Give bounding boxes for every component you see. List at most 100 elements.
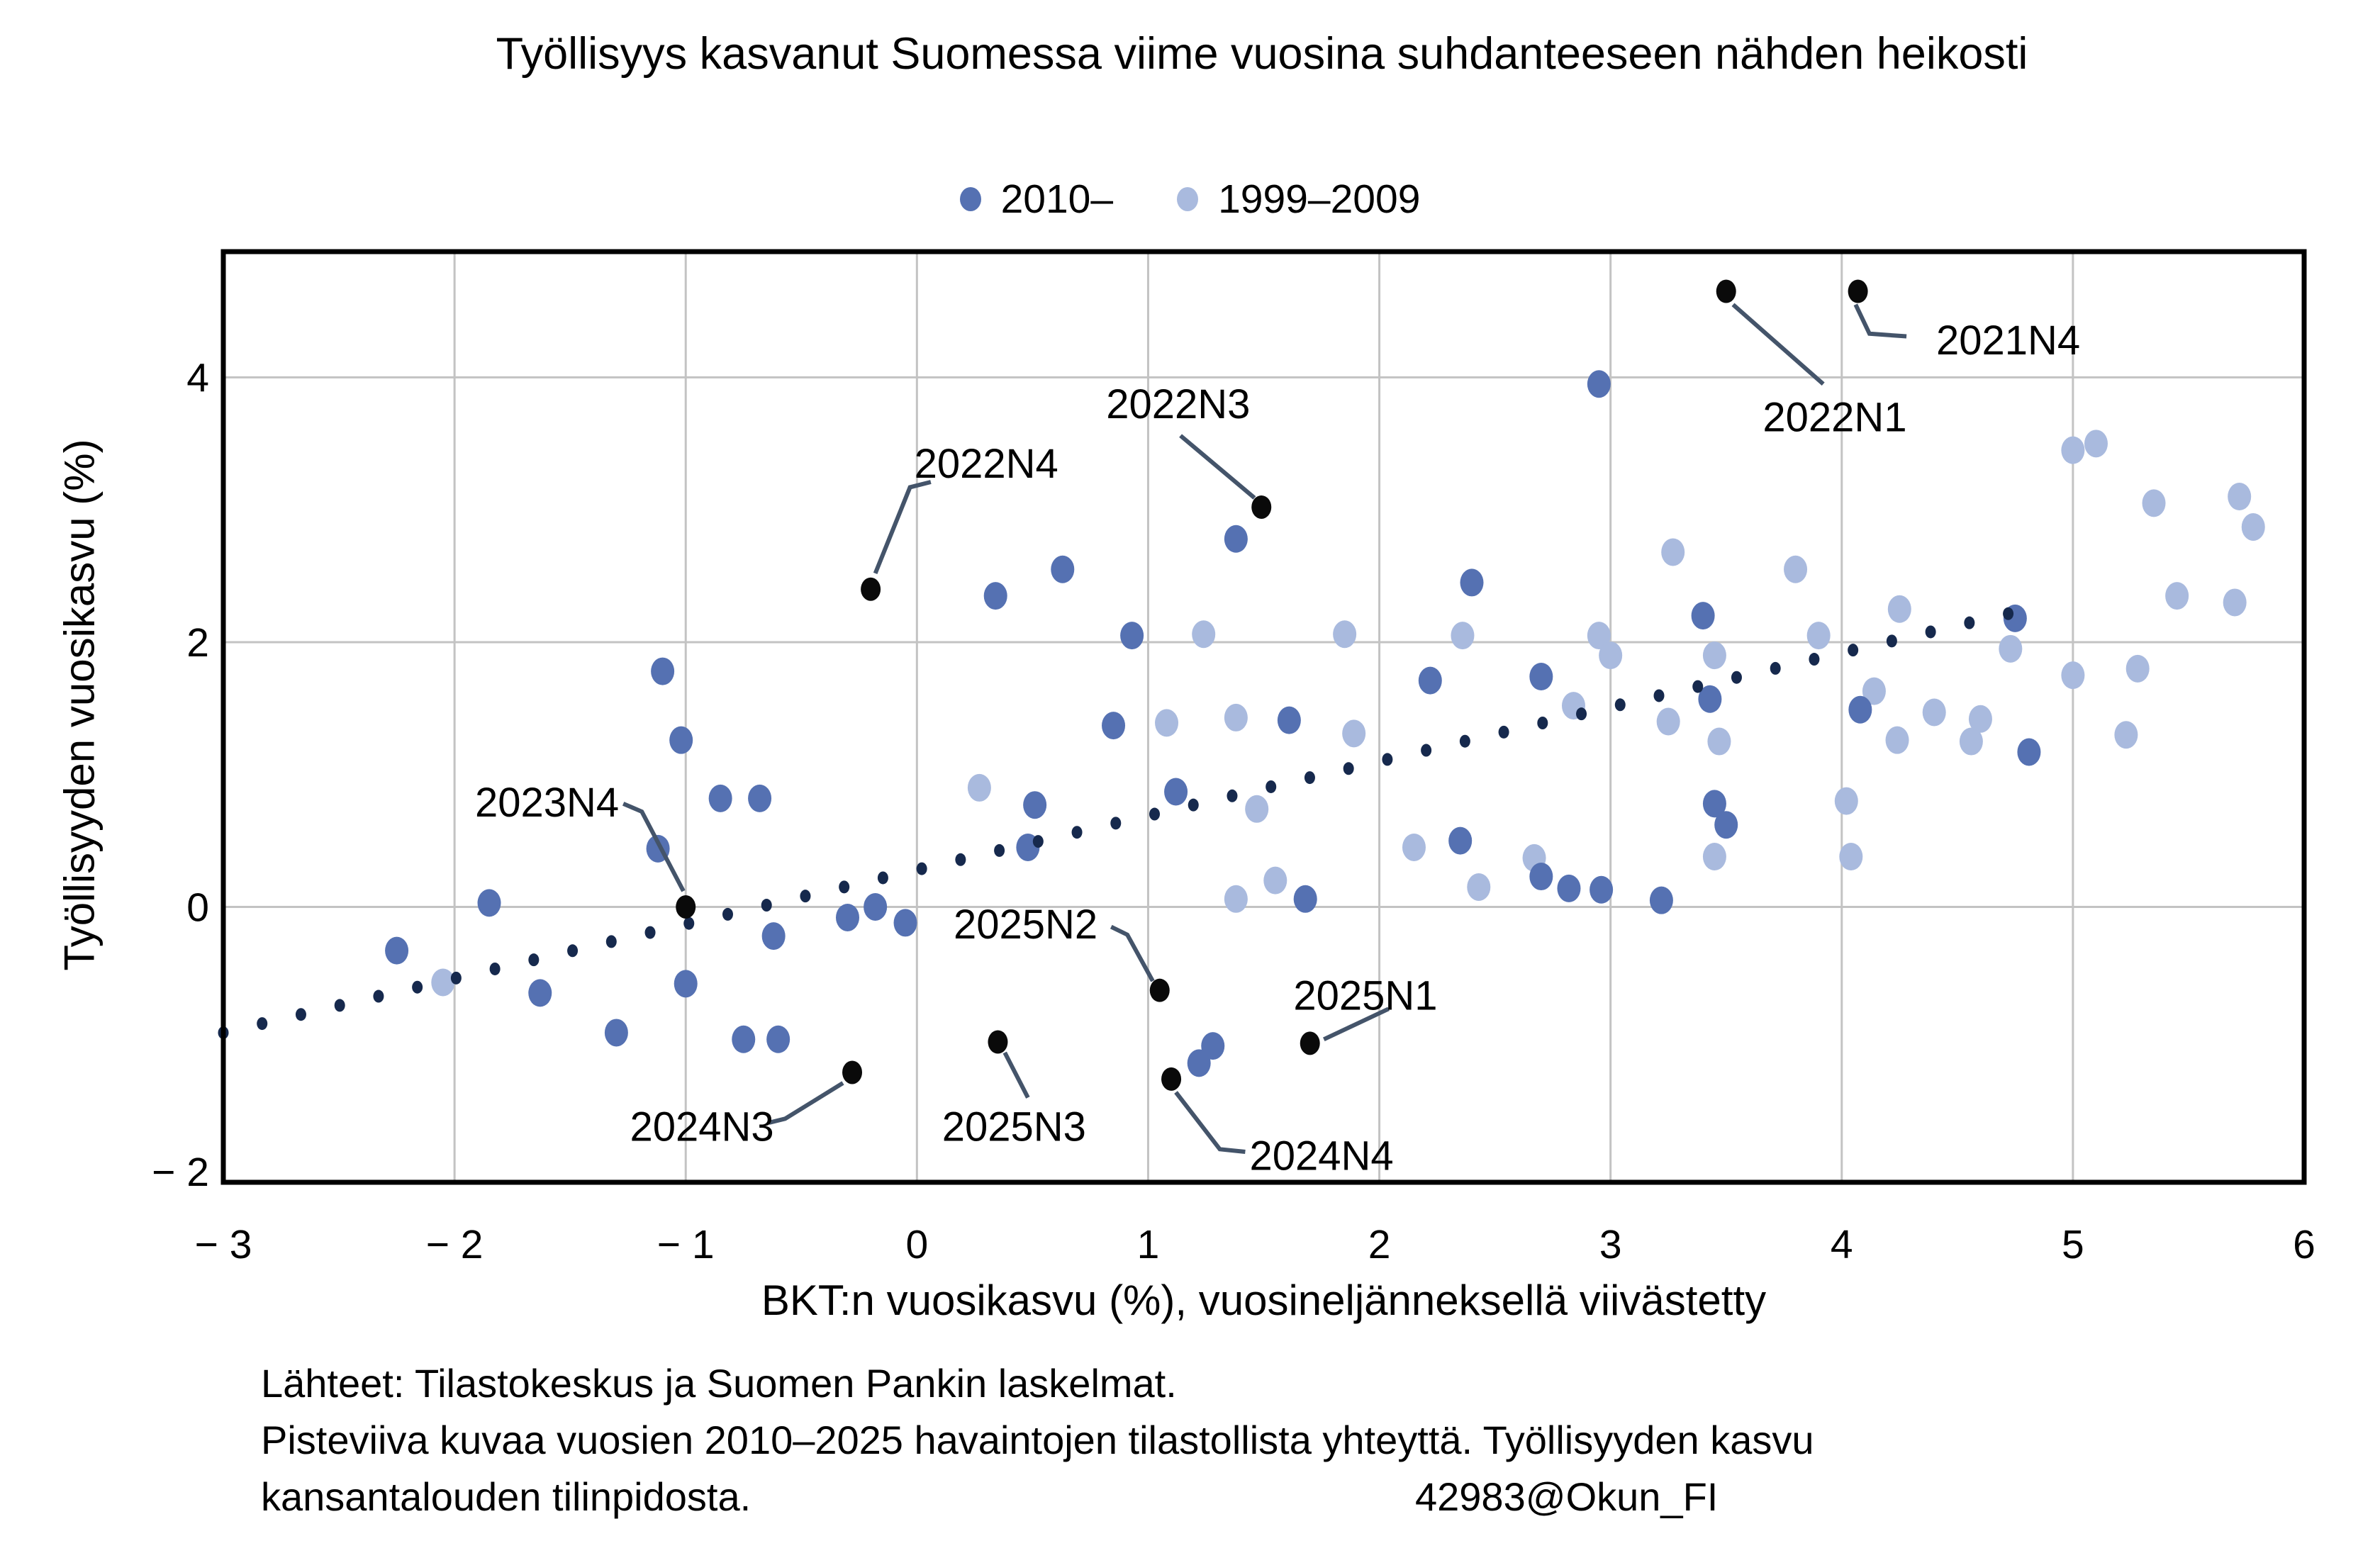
trend-dot bbox=[1188, 798, 1199, 812]
footer-watermark: 42983@Okun_FI bbox=[1415, 1474, 1719, 1519]
data-point bbox=[748, 784, 772, 812]
data-point bbox=[2165, 582, 2189, 610]
annotated-point bbox=[1300, 1031, 1320, 1055]
data-point bbox=[1587, 622, 1611, 650]
data-point bbox=[1649, 886, 1673, 914]
data-point bbox=[1784, 555, 1808, 583]
trend-dot bbox=[1498, 725, 1509, 739]
data-point bbox=[1702, 790, 1726, 818]
trend-dot bbox=[1382, 753, 1393, 766]
trend-dot bbox=[916, 862, 927, 875]
data-point bbox=[2114, 721, 2138, 749]
trend-dot bbox=[1227, 789, 1238, 802]
data-point bbox=[1224, 525, 1248, 553]
data-point bbox=[1806, 622, 1831, 650]
annotation-connector bbox=[1853, 303, 1907, 339]
trend-dot bbox=[1266, 780, 1277, 793]
trend-dot bbox=[1110, 817, 1122, 830]
data-point bbox=[431, 968, 455, 997]
annotation-label: 2024N4 bbox=[1249, 1133, 1393, 1179]
data-point bbox=[864, 893, 888, 921]
data-point bbox=[2061, 661, 2085, 690]
trend-dot bbox=[1149, 807, 1161, 821]
footer-note-2: kansantalouden tilinpidosta. bbox=[261, 1474, 752, 1519]
trend-dot bbox=[412, 980, 423, 994]
legend: 2010– 1999–2009 bbox=[0, 176, 2380, 223]
data-point bbox=[669, 726, 693, 754]
trend-dot bbox=[1809, 653, 1820, 666]
data-point bbox=[1164, 778, 1188, 806]
annotation-connector bbox=[1174, 1091, 1246, 1155]
x-tick-label: 0 bbox=[905, 1222, 928, 1267]
annotation-label: 2025N3 bbox=[942, 1104, 1086, 1150]
legend-item-1999-2009[interactable]: 1999–2009 bbox=[1177, 176, 1420, 223]
data-point bbox=[2084, 430, 2108, 458]
data-point bbox=[1201, 1032, 1225, 1060]
legend-dot-2010-icon bbox=[959, 187, 981, 211]
trend-dot bbox=[1459, 734, 1470, 748]
legend-label-2010: 2010– bbox=[1000, 176, 1114, 222]
trend-dot bbox=[1071, 826, 1083, 839]
data-point bbox=[2241, 512, 2265, 541]
data-point bbox=[1839, 843, 1863, 871]
data-point bbox=[1590, 875, 1614, 904]
annotation-label: 2022N4 bbox=[915, 441, 1058, 487]
data-point bbox=[1418, 666, 1442, 695]
trend-dot bbox=[683, 916, 695, 930]
trend-dot bbox=[1032, 835, 1044, 848]
data-point bbox=[2061, 436, 2085, 464]
trend-dot bbox=[1537, 716, 1548, 729]
data-point bbox=[1922, 698, 1946, 727]
data-point bbox=[1102, 712, 1126, 740]
annotated-point bbox=[1848, 279, 1868, 303]
trend-dot bbox=[295, 1008, 306, 1021]
trend-dot bbox=[877, 871, 888, 885]
data-point bbox=[983, 582, 1007, 610]
annotated-point bbox=[988, 1030, 1008, 1054]
trend-dot bbox=[644, 926, 656, 939]
data-point bbox=[1277, 706, 1301, 734]
chart-title: Työllisyys kasvanut Suomessa viime vuosi… bbox=[496, 29, 2028, 79]
trend-dot bbox=[1964, 616, 1975, 629]
data-point bbox=[1714, 811, 1738, 839]
legend-item-2010[interactable]: 2010– bbox=[959, 176, 1114, 223]
annotation-label: 2024N3 bbox=[630, 1104, 773, 1150]
data-point bbox=[1848, 695, 1872, 724]
annotation-connector bbox=[873, 480, 932, 574]
annotation-connector bbox=[1179, 434, 1256, 500]
data-point bbox=[1529, 663, 1553, 691]
trend-dot bbox=[1304, 771, 1315, 785]
y-tick-label: − 2 bbox=[152, 1150, 209, 1195]
data-point bbox=[1448, 826, 1473, 855]
data-point bbox=[1834, 787, 1858, 815]
data-point bbox=[1887, 595, 1911, 623]
data-point bbox=[528, 979, 552, 1007]
data-point bbox=[1599, 641, 1623, 670]
annotation-connector bbox=[1002, 1051, 1030, 1099]
footer-sources: Lähteet: Tilastokeskus ja Suomen Pankin … bbox=[261, 1361, 1177, 1406]
trend-dot bbox=[1770, 661, 1781, 675]
y-tick-label: 0 bbox=[186, 885, 209, 931]
legend-label-1999-2009: 1999–2009 bbox=[1218, 176, 1421, 222]
data-point bbox=[651, 657, 675, 685]
annotation-connector bbox=[1731, 303, 1825, 386]
trend-dot bbox=[450, 971, 462, 985]
annotation-connector bbox=[768, 1081, 844, 1125]
annotated-point bbox=[1161, 1067, 1182, 1091]
data-point bbox=[1968, 705, 1992, 733]
data-point bbox=[1245, 795, 1269, 823]
y-tick-label: 2 bbox=[186, 620, 209, 666]
annotated-point bbox=[1716, 279, 1736, 303]
trend-dot bbox=[839, 880, 850, 894]
data-point bbox=[674, 970, 698, 998]
trend-dot bbox=[1343, 762, 1354, 775]
data-point bbox=[385, 936, 409, 965]
x-tick-label: − 1 bbox=[657, 1222, 715, 1267]
x-tick-label: 1 bbox=[1137, 1222, 1160, 1267]
trend-dot bbox=[761, 899, 772, 912]
data-point bbox=[1451, 622, 1475, 650]
y-axis-title: Työllisyyden vuosikasvu (%) bbox=[55, 439, 104, 971]
data-point bbox=[1342, 719, 1366, 748]
data-point bbox=[1885, 726, 1909, 754]
data-point bbox=[1999, 634, 2023, 663]
